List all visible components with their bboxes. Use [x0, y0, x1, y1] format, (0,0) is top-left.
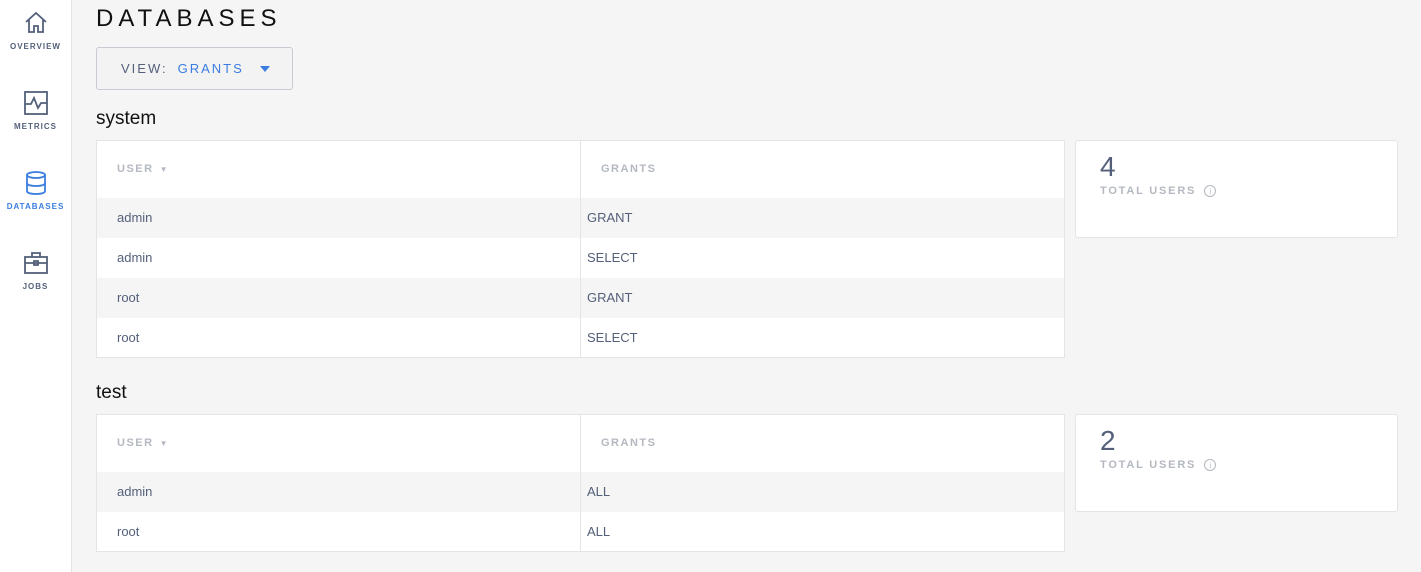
column-header-grants: GRANTS: [580, 140, 1065, 198]
database-icon: [25, 171, 46, 195]
home-icon: [24, 11, 47, 33]
view-label: VIEW:: [121, 61, 168, 76]
info-icon[interactable]: i: [1204, 185, 1217, 197]
sidebar-item-overview[interactable]: OVERVIEW: [0, 10, 71, 51]
total-users-value: 4: [1100, 151, 1116, 182]
view-value: GRANTS: [177, 61, 244, 76]
column-header-user[interactable]: USER ▼: [117, 163, 169, 176]
database-name: system: [96, 108, 157, 129]
table-row: admin ALL: [96, 471, 1065, 512]
table-row: root ALL: [97, 511, 1065, 552]
total-users-label: TOTAL USERS: [1100, 459, 1197, 471]
table-row: root SELECT: [97, 317, 1065, 358]
table-row: admin SELECT: [97, 237, 1065, 278]
sidebar-item-metrics[interactable]: METRICS: [0, 90, 71, 131]
sidebar: OVERVIEW METRICS DATABASES JOBS: [0, 0, 72, 572]
view-dropdown[interactable]: VIEW: GRANTS: [96, 47, 293, 90]
database-name: test: [96, 382, 127, 403]
column-header-user[interactable]: USER ▼: [117, 437, 169, 450]
page-title: DATABASES: [96, 5, 282, 32]
sidebar-item-jobs[interactable]: JOBS: [0, 250, 71, 291]
briefcase-icon: [23, 252, 48, 274]
table-row: root GRANT: [96, 277, 1065, 318]
info-icon[interactable]: i: [1204, 459, 1217, 471]
total-users-card: 2 TOTAL USERS i: [1075, 414, 1398, 512]
column-header-grants: GRANTS: [580, 414, 1065, 472]
total-users-card: 4 TOTAL USERS i: [1075, 140, 1398, 238]
sort-icon: ▼: [159, 165, 169, 175]
sort-icon: ▼: [159, 439, 169, 449]
grants-table: USER ▼ GRANTS admin GRANT admin SELECT root…: [96, 140, 1065, 358]
caret-down-icon: [259, 65, 270, 72]
total-users-label: TOTAL USERS: [1100, 185, 1197, 197]
sidebar-item-databases[interactable]: DATABASES: [0, 170, 71, 211]
total-users-value: 2: [1100, 425, 1116, 456]
grants-table: USER ▼ GRANTS admin ALL root ALL: [96, 414, 1065, 552]
table-row: admin GRANT: [96, 197, 1065, 238]
metrics-icon: [23, 91, 48, 115]
